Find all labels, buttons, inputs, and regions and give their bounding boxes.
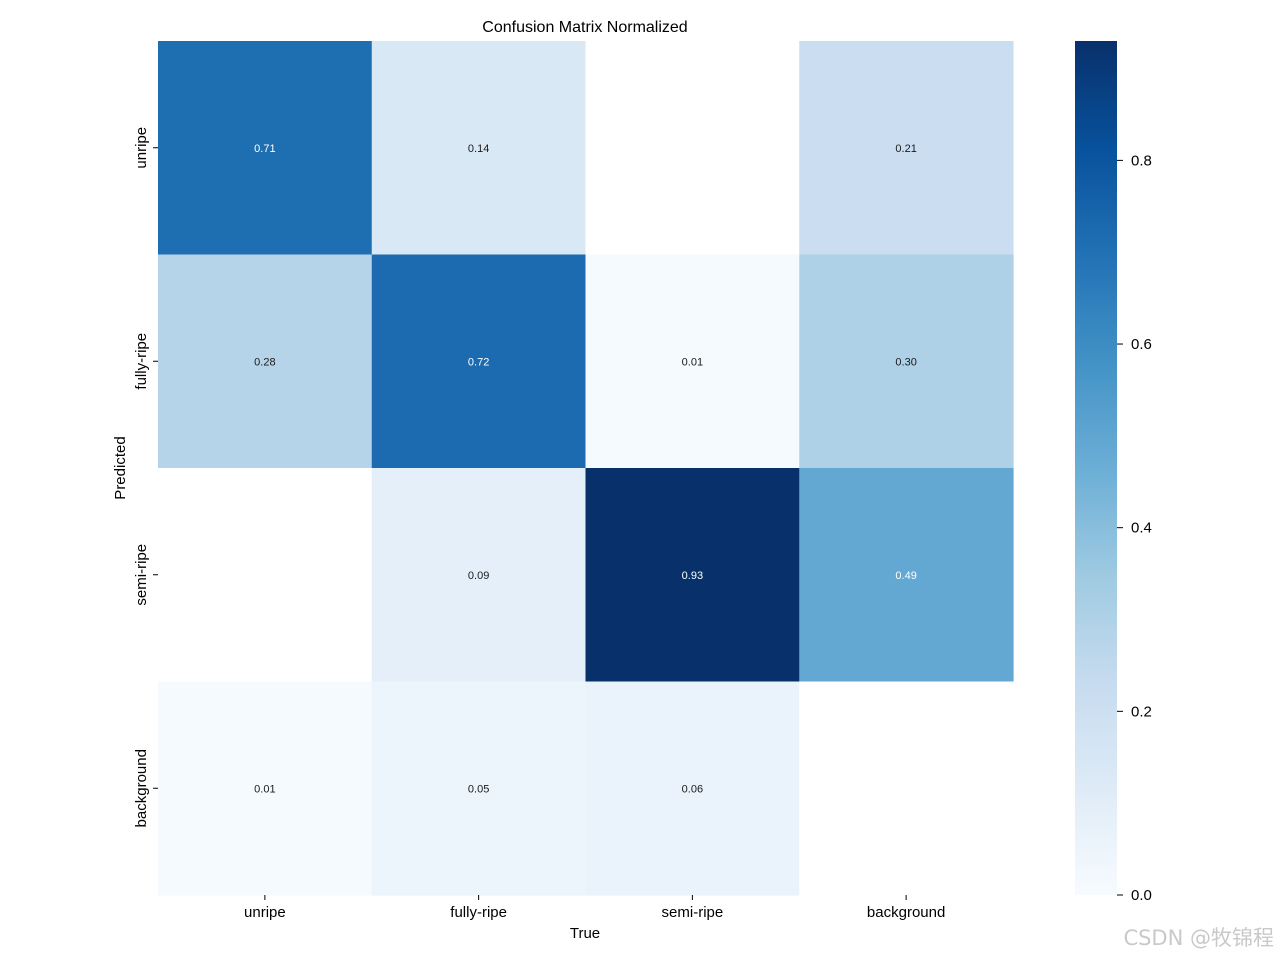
- cell-value-label: 0.71: [254, 143, 275, 155]
- watermark-text: CSDN @牧锦程: [1123, 926, 1274, 950]
- cell-value-label: 0.93: [682, 570, 703, 582]
- cell-value-label: 0.21: [895, 143, 916, 155]
- cell-value-label: 0.28: [254, 356, 275, 368]
- heatmap-cell: [585, 681, 800, 896]
- heatmap-cell: [585, 254, 800, 469]
- y-tick-label: semi-ripe: [133, 544, 150, 606]
- colorbar-ticks: 0.0 0.2 0.4 0.6 0.8: [1117, 152, 1152, 904]
- heatmap-cell: [371, 254, 587, 469]
- cell-value-label: 0.14: [468, 143, 489, 155]
- x-tick-label: fully-ripe: [450, 904, 507, 921]
- heatmap-cell: [371, 468, 587, 683]
- heatmap-cell: [158, 681, 373, 896]
- y-tick-label: fully-ripe: [133, 333, 150, 390]
- heatmap-cell: [799, 468, 1014, 683]
- heatmap-cell: [799, 41, 1014, 256]
- y-axis-label: Predicted: [112, 436, 129, 499]
- colorbar-tick-label: 0.0: [1131, 887, 1152, 904]
- heatmap-cell: [799, 254, 1014, 469]
- cell-value-label: 0.06: [682, 783, 703, 795]
- heatmap-cell: [371, 681, 587, 896]
- heatmap-cell: [158, 468, 373, 683]
- cell-value-label: 0.05: [468, 783, 489, 795]
- heatmap-cell: [585, 41, 800, 256]
- colorbar: [1075, 41, 1117, 895]
- x-tick-label: background: [867, 904, 945, 921]
- chart-title: Confusion Matrix Normalized: [482, 19, 687, 36]
- heatmap-cells: [158, 41, 1014, 896]
- cell-value-label: 0.09: [468, 570, 489, 582]
- heatmap-cell: [158, 41, 373, 256]
- colorbar-tick-label: 0.2: [1131, 703, 1152, 720]
- cell-value-label: 0.72: [468, 356, 489, 368]
- cell-value-label: 0.49: [895, 570, 916, 582]
- y-tick-label: unripe: [133, 127, 150, 169]
- colorbar-tick-label: 0.8: [1131, 152, 1152, 169]
- colorbar-tick-label: 0.4: [1131, 520, 1152, 537]
- y-tick-label: background: [133, 749, 150, 827]
- x-axis-label: True: [570, 925, 600, 942]
- heatmap-cell: [799, 681, 1014, 896]
- heatmap-cell-labels: 0.71 0.14 0.21 0.28 0.72 0.01 0.30 0.09 0.93 0.49…: [254, 143, 917, 796]
- x-axis-ticks: unripe fully-ripe semi-ripe background: [244, 895, 945, 921]
- x-tick-label: unripe: [244, 904, 286, 921]
- cell-value-label: 0.01: [254, 783, 275, 795]
- y-axis-ticks: unripe fully-ripe semi-ripe background: [133, 127, 158, 827]
- x-tick-label: semi-ripe: [662, 904, 724, 921]
- heatmap-cell: [371, 41, 587, 256]
- colorbar-tick-label: 0.6: [1131, 336, 1152, 353]
- cell-value-label: 0.01: [682, 356, 703, 368]
- heatmap-cell: [158, 254, 373, 469]
- cell-value-label: 0.30: [895, 356, 916, 368]
- heatmap-cell: [585, 468, 800, 683]
